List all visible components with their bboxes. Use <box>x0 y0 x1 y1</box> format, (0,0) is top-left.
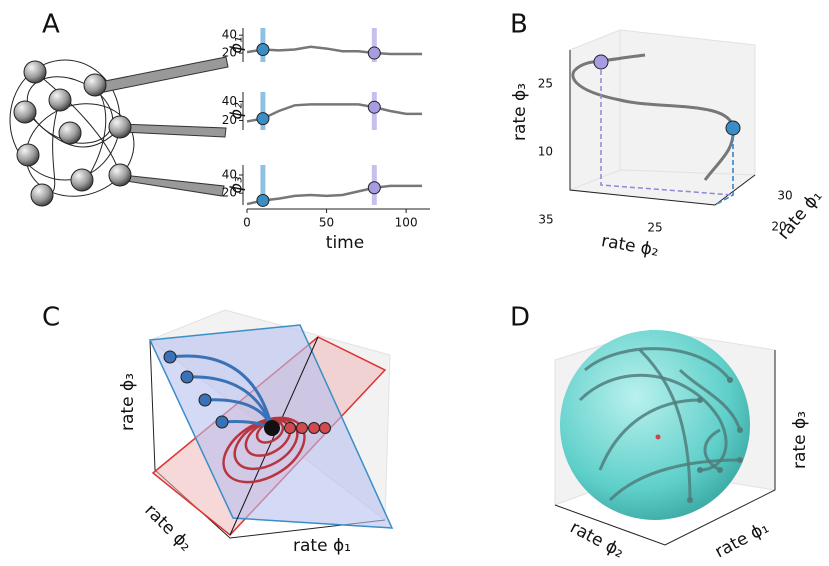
y-axis-label: ϕ₁ <box>227 37 246 54</box>
tick-label: 25 <box>647 221 662 235</box>
y-tick-label: 40 <box>222 28 237 42</box>
axis-label: rate ϕ₁ <box>712 518 773 563</box>
time-marker-band <box>260 165 266 205</box>
state-point <box>367 46 381 60</box>
y-tick-label: 40 <box>222 94 237 108</box>
trajectory <box>571 53 735 181</box>
y-tick-label: 20 <box>222 186 237 200</box>
state-point <box>256 193 270 207</box>
axis-label: rate ϕ₂ <box>140 500 195 555</box>
tick-label: 35 <box>538 213 553 227</box>
x-tick-label: 100 <box>395 216 418 230</box>
y-tick-label: 20 <box>222 113 237 127</box>
3d-axes-c <box>148 309 394 539</box>
tick-label: 20 <box>771 220 786 234</box>
state-point <box>367 100 381 114</box>
state-point <box>256 112 270 126</box>
tick-label: 25 <box>538 77 553 91</box>
time-series <box>246 103 423 123</box>
time-marker-band <box>371 28 377 62</box>
panel-label: A <box>42 10 60 40</box>
y-axis-label: ϕ₃ <box>227 177 246 194</box>
state-point <box>256 42 270 56</box>
x-tick-label: 0 <box>243 216 251 230</box>
state-point <box>367 181 381 195</box>
time-series <box>246 45 423 56</box>
3d-axes-d <box>554 329 776 546</box>
y-axis-label: ϕ₂ <box>227 102 246 120</box>
axis-label: rate ϕ₃ <box>510 83 530 141</box>
tick-label: 30 <box>777 189 792 203</box>
time-series <box>246 184 423 206</box>
y-tick-label: 40 <box>222 168 237 182</box>
tick-label: 10 <box>538 145 553 159</box>
time-marker-band <box>260 92 266 130</box>
y-tick-label: 20 <box>222 46 237 60</box>
panel-label: B <box>510 10 528 40</box>
axis-label: rate ϕ₂ <box>567 518 628 563</box>
3d-axes-b <box>569 29 757 206</box>
x-tick-label: 50 <box>319 216 334 230</box>
x-axis-label: time <box>326 233 364 253</box>
axis-label: rate ϕ₂ <box>600 231 661 261</box>
axis-label: rate ϕ₁ <box>293 536 351 556</box>
axis-label: rate ϕ₃ <box>118 373 138 431</box>
panel-label: D <box>510 303 530 333</box>
network-diagram <box>9 56 229 207</box>
axis-label: rate ϕ₃ <box>790 411 810 469</box>
panel-label: C <box>42 303 60 333</box>
